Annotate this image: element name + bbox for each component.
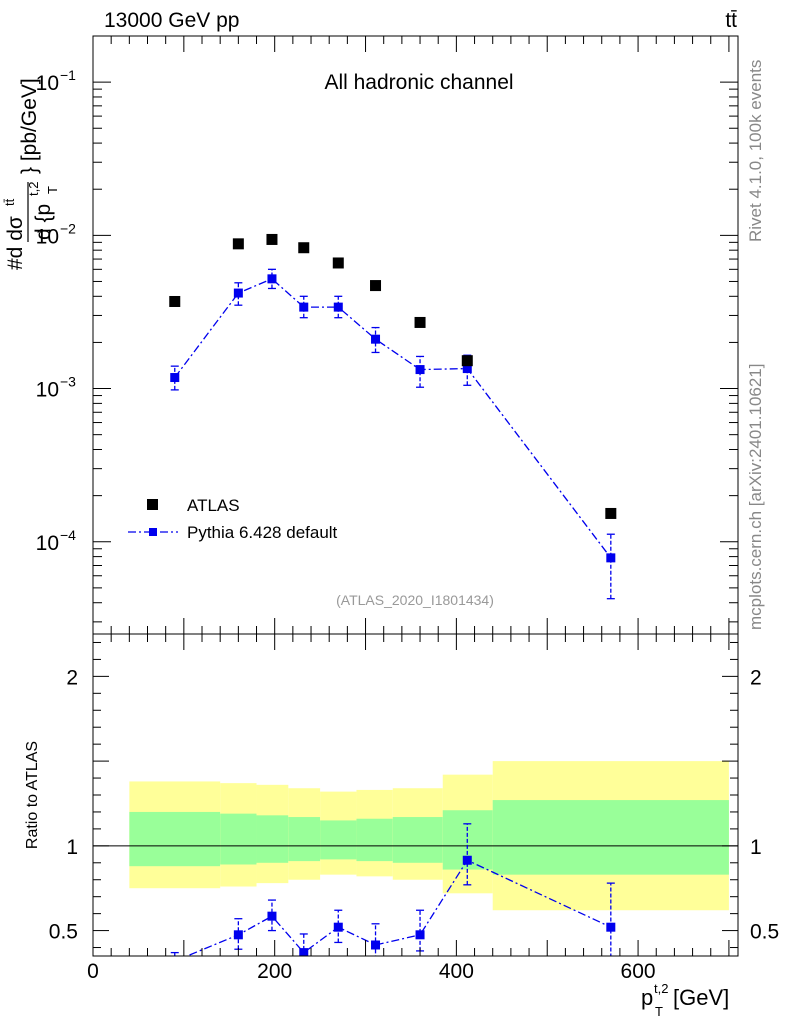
y-label-denominator-sup: t,2 — [26, 182, 41, 196]
main-y-axis-label: #d dσ tt̄ d {p t,2 T } [pb/GeV] — [2, 78, 60, 270]
main-ticks — [92, 35, 738, 634]
legend: ATLAS Pythia 6.428 default — [128, 496, 338, 542]
pythia-series-line — [174, 278, 612, 559]
x-label-sup: t,2 — [654, 981, 668, 996]
pythia-point — [462, 364, 472, 374]
pythia-point — [606, 553, 616, 563]
atlas-point — [266, 233, 278, 245]
x-tick-label: 0 — [87, 960, 99, 983]
ratio-y-tick-label-right: 2 — [750, 666, 762, 689]
x-axis-label: p t,2 T [GeV] — [641, 981, 729, 1019]
atlas-point — [370, 280, 382, 292]
pythia-point — [371, 334, 381, 344]
ratio-inner-band — [288, 817, 321, 862]
ratio-tick-labels: 0.5 0.5 1 1 2 2 0 200 400 600 — [49, 666, 779, 983]
x-label-sub: T — [655, 1004, 663, 1019]
main-title: All hadronic channel — [324, 71, 513, 94]
main-y-tick-exponent: −4 — [60, 527, 76, 543]
y-label-denominator: d {p — [32, 204, 55, 240]
process-label: tt̄ — [725, 9, 737, 32]
ratio-ticks — [92, 634, 738, 956]
ratio-point — [606, 922, 616, 932]
atlas-point — [332, 257, 344, 269]
analysis-watermark: (ATLAS_2020_I1801434) — [336, 592, 494, 608]
atlas-point — [461, 355, 473, 367]
ratio-inner-band — [492, 800, 729, 875]
y-label-denominator-sub: T — [45, 186, 60, 194]
main-y-tick-exponent: −3 — [60, 374, 76, 390]
ratio-point — [267, 911, 277, 921]
ratio-point — [299, 948, 309, 956]
pythia-point — [170, 373, 180, 383]
y-label-numerator-sup: tt̄ — [2, 198, 17, 206]
x-label-p: p — [641, 985, 653, 1010]
ratio-inner-band — [220, 813, 257, 865]
ratio-point — [371, 940, 381, 950]
main-y-tick-label: 10 — [36, 532, 59, 555]
ratio-inner-band — [256, 815, 289, 863]
main-y-tick-label: 10 — [36, 225, 59, 248]
y-label-numerator: #d dσ — [4, 216, 27, 270]
ratio-y-tick-label: 2 — [66, 666, 78, 689]
ratio-point — [415, 930, 425, 940]
legend-atlas-label: ATLAS — [187, 496, 240, 515]
legend-pythia-label: Pythia 6.428 default — [187, 523, 338, 542]
ratio-inner-band — [392, 817, 443, 863]
x-label-unit: [GeV] — [673, 985, 729, 1010]
ratio-inner-band — [129, 811, 221, 867]
ratio-y-tick-label-right: 0.5 — [750, 921, 779, 944]
main-y-tick-label: 10 — [36, 379, 59, 402]
ratio-inner-band — [320, 820, 357, 860]
pythia-point — [333, 302, 343, 312]
rivet-version-label: Rivet 4.1.0, 100k events — [746, 60, 765, 242]
ratio-uncertainty-bands — [129, 761, 729, 911]
ratio-panel: 0.5 0.5 1 1 2 2 0 200 400 600 Ratio to ATLAS p t,… — [24, 633, 779, 1019]
main-series-marks — [169, 233, 617, 600]
x-tick-label: 400 — [439, 960, 474, 983]
legend-atlas-marker — [147, 499, 158, 510]
main-series-lines — [174, 278, 612, 559]
pythia-point — [267, 274, 277, 284]
ratio-y-tick-label-right: 1 — [750, 836, 762, 859]
main-panel: 10−110−210−310−4 All hadronic channel (A… — [2, 35, 739, 635]
ratio-point — [462, 855, 472, 865]
main-ytick-labels: 10−110−210−310−4 — [36, 67, 77, 555]
atlas-point — [414, 316, 426, 328]
mcplots-source-label: mcplots.cern.ch [arXiv:2401.10621] — [746, 364, 765, 630]
ratio-point — [333, 922, 343, 932]
main-y-tick-label: 10 — [36, 72, 59, 95]
energy-label: 13000 GeV pp — [104, 9, 239, 32]
ratio-point — [170, 957, 179, 966]
atlas-point — [232, 238, 244, 250]
legend-pythia-marker — [149, 528, 157, 536]
main-y-tick-exponent: −1 — [60, 67, 76, 83]
pythia-point — [299, 302, 309, 312]
ratio-y-axis-label: Ratio to ATLAS — [24, 741, 41, 849]
ratio-inner-band — [356, 818, 393, 862]
ratio-point — [233, 930, 243, 940]
ratio-y-tick-label: 1 — [66, 836, 78, 859]
atlas-point — [298, 242, 310, 254]
atlas-point — [169, 295, 181, 307]
pythia-point — [233, 288, 243, 298]
y-label-unit: } [pb/GeV] — [18, 78, 41, 174]
pythia-point — [415, 365, 425, 375]
ratio-y-tick-label: 0.5 — [49, 921, 78, 944]
main-y-tick-exponent: −2 — [60, 220, 76, 236]
x-tick-label: 600 — [621, 960, 656, 983]
main-plot-frame — [92, 35, 739, 635]
x-tick-label: 200 — [257, 960, 292, 983]
atlas-point — [605, 507, 617, 519]
